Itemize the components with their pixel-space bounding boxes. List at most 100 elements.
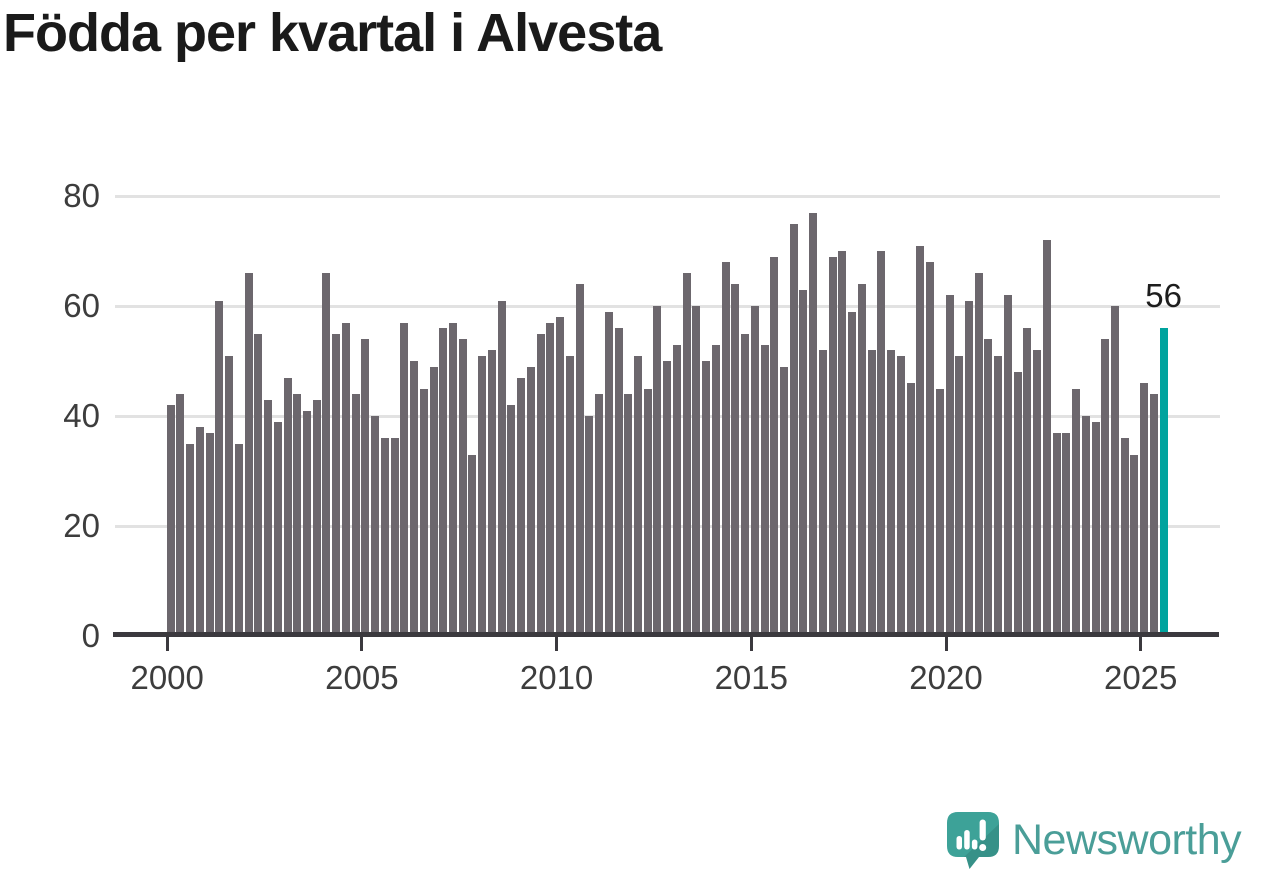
gridline-60: [115, 304, 1220, 308]
bar-2002-q3: [264, 399, 273, 636]
bar-2011-q1: [595, 394, 604, 636]
bar-2013-q4: [702, 361, 711, 636]
bar-2016-q3: [809, 212, 818, 636]
bar-2000-q2: [176, 394, 185, 636]
bar-2017-q4: [857, 284, 866, 636]
x-tick-label-2020: 2020: [909, 659, 983, 696]
y-tick-label-20: 20: [63, 507, 100, 544]
bar-2009-q3: [536, 333, 545, 636]
bar-2015-q2: [760, 344, 769, 636]
bar-2019-q1: [906, 383, 915, 636]
bar-2000-q1: [166, 405, 175, 636]
bar-2008-q3: [497, 300, 506, 636]
bar-2010-q1: [556, 317, 565, 636]
bar-2010-q2: [565, 355, 574, 636]
bar-2025-q3: [1159, 328, 1168, 636]
bar-2009-q2: [526, 366, 535, 636]
bar-2024-q4: [1130, 454, 1139, 636]
bar-2020-q1: [945, 295, 954, 636]
bar-2007-q1: [439, 328, 448, 636]
bar-2006-q4: [429, 366, 438, 636]
bar-2024-q3: [1120, 438, 1129, 636]
bar-2001-q4: [234, 443, 243, 636]
bar-2007-q4: [468, 454, 477, 636]
bar-2000-q3: [186, 443, 195, 636]
bar-2022-q3: [1042, 240, 1051, 636]
bar-2022-q2: [1033, 350, 1042, 636]
bar-2012-q2: [643, 388, 652, 636]
bar-2006-q2: [410, 361, 419, 636]
bar-2017-q2: [838, 251, 847, 636]
bar-2005-q2: [371, 416, 380, 636]
bar-2001-q3: [225, 355, 234, 636]
bar-2015-q4: [780, 366, 788, 636]
bar-2010-q3: [575, 284, 584, 636]
bar-2018-q2: [877, 251, 886, 636]
bar-2013-q3: [692, 306, 701, 636]
bar-2008-q1: [478, 355, 487, 636]
bar-2017-q1: [828, 256, 837, 636]
gridline-80: [115, 194, 1220, 198]
y-tick-label-60: 60: [63, 287, 100, 324]
bar-2002-q1: [244, 273, 253, 636]
bar-2024-q2: [1110, 306, 1119, 636]
y-tick-label-80: 80: [63, 177, 100, 214]
bar-2005-q1: [361, 339, 370, 636]
bar-2025-q1: [1140, 383, 1149, 636]
bar-2018-q1: [867, 350, 876, 636]
x-tick-label-2000: 2000: [130, 659, 204, 696]
x-tick-2015: [749, 637, 753, 651]
bar-2013-q1: [672, 344, 681, 636]
x-axis-line: [113, 632, 1219, 637]
bar-2006-q3: [419, 388, 428, 636]
bar-2023-q3: [1081, 416, 1090, 636]
bar-2019-q2: [916, 245, 925, 636]
y-tick-label-0: 0: [81, 617, 100, 654]
bar-2013-q2: [682, 273, 691, 636]
bar-2010-q4: [585, 416, 594, 636]
bar-2003-q3: [302, 410, 311, 636]
bar-2016-q4: [818, 350, 827, 636]
bar-2022-q1: [1023, 328, 1032, 636]
bar-2021-q1: [984, 339, 993, 636]
bar-2018-q3: [887, 350, 896, 636]
highlighted-bar-value-label: 56: [1145, 277, 1183, 314]
x-tick-2000: [165, 637, 169, 651]
x-tick-2005: [360, 637, 364, 651]
bar-2019-q3: [926, 262, 935, 636]
bar-2003-q2: [293, 394, 302, 636]
bar-2014-q4: [741, 333, 750, 636]
bar-2025-q2: [1149, 394, 1158, 636]
bar-2024-q1: [1101, 339, 1110, 636]
bar-2004-q3: [341, 322, 350, 636]
bar-2008-q2: [487, 350, 496, 636]
bar-2007-q3: [458, 339, 467, 636]
bar-2016-q1: [789, 223, 798, 636]
newsworthy-logo: Newsworthy: [946, 809, 1258, 871]
bar-2011-q4: [624, 394, 633, 636]
bar-2022-q4: [1052, 432, 1061, 636]
bar-2015-q3: [770, 256, 779, 636]
bar-2000-q4: [195, 427, 204, 636]
bar-2014-q1: [711, 344, 720, 636]
x-tick-label-2015: 2015: [714, 659, 788, 696]
bar-2005-q4: [390, 438, 399, 636]
bar-2012-q1: [633, 355, 642, 636]
bar-2004-q2: [332, 333, 341, 636]
bar-2014-q2: [721, 262, 730, 636]
bar-2001-q2: [215, 300, 224, 636]
bar-2023-q2: [1072, 388, 1081, 636]
bar-2018-q4: [896, 355, 905, 636]
bar-2020-q3: [964, 300, 973, 636]
bar-2011-q2: [604, 311, 613, 636]
bar-2023-q4: [1091, 421, 1100, 636]
bar-2008-q4: [507, 405, 516, 636]
y-tick-label-40: 40: [63, 397, 100, 434]
x-tick-2020: [944, 637, 948, 651]
x-tick-label-2025: 2025: [1103, 659, 1178, 696]
bar-2016-q2: [799, 289, 808, 636]
bar-2021-q3: [1003, 295, 1012, 636]
bar-2005-q3: [380, 438, 389, 636]
x-tick-2025: [1139, 637, 1143, 651]
